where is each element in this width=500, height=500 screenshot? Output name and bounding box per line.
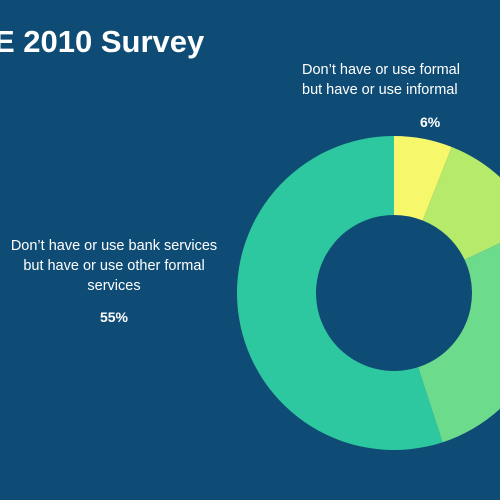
annotation-other-line-3: services <box>87 278 141 294</box>
donut-slice-3 <box>237 136 443 450</box>
annotation-informal-line-1: Don’t have or use formal <box>302 62 460 78</box>
annotation-informal-value: 6% <box>420 114 441 130</box>
annotation-informal-line-2: but have or use informal <box>302 82 458 98</box>
annotation-informal: Don’t have or use formal but have or use… <box>302 60 500 132</box>
chart-title: E 2010 Survey <box>0 24 205 59</box>
donut-slices <box>237 136 500 450</box>
donut-slice-1 <box>422 147 500 260</box>
donut-slice-2 <box>418 243 500 443</box>
annotation-other-line-1: Don’t have or use bank services <box>10 238 218 254</box>
annotation-other-formal: Don’t have or use bank services but have… <box>0 236 246 327</box>
annotation-other-value: 55% <box>99 309 129 325</box>
donut-slice-0 <box>394 136 452 221</box>
annotation-other-line-2: but have or use other formal <box>23 258 205 274</box>
